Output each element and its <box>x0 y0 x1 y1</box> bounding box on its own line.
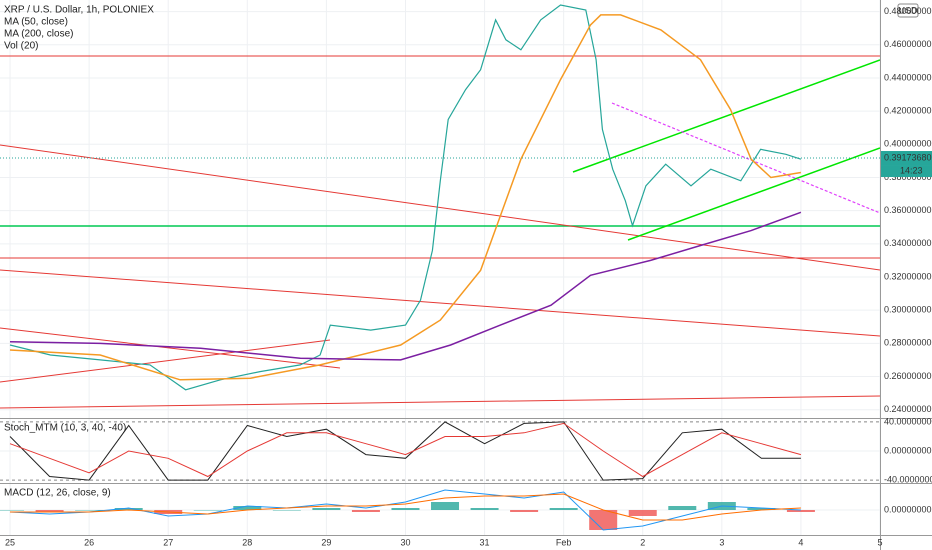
histogram-bar <box>312 508 341 510</box>
y-tick-label: 0.34000000 <box>884 238 932 248</box>
trend-line <box>0 327 341 369</box>
histogram-bar <box>193 510 222 511</box>
y-tick-label: 0.30000000 <box>884 305 932 315</box>
trend-line <box>0 144 880 271</box>
drawings <box>0 55 880 409</box>
y-tick-label: 0.24000000 <box>884 404 932 414</box>
chart-title: XRP / U.S. Dollar, 1h, POLONIEX <box>4 5 154 16</box>
y-tick-label: 0.42000000 <box>884 106 932 116</box>
y-tick-label: 0.00000000 <box>884 445 932 455</box>
y-tick-label: 40.00000000 <box>884 416 932 426</box>
trend-line <box>0 269 880 337</box>
x-tick-label: 2 <box>640 537 645 547</box>
x-tick-label: 26 <box>84 537 94 547</box>
y-tick-label: 0.44000000 <box>884 72 932 82</box>
y-tick-label: 0.46000000 <box>884 39 932 49</box>
last-price-box <box>881 151 932 166</box>
histogram-bar <box>0 510 25 511</box>
currency[interactable]: USD <box>898 5 918 15</box>
y-tick-label: 0.40000000 <box>884 139 932 149</box>
currency-box[interactable] <box>897 3 919 18</box>
y-tick-label: 0.32000000 <box>884 271 932 281</box>
trend-line <box>611 102 880 214</box>
trend-line <box>0 339 331 383</box>
histogram-bar <box>391 508 420 510</box>
x-tick-label: 4 <box>798 537 803 547</box>
legend-entry: MA (200, close) <box>4 29 73 40</box>
histogram-bar <box>35 510 64 512</box>
channel-line <box>627 147 880 241</box>
series <box>9 421 801 481</box>
histogram-bar <box>351 510 380 512</box>
channel-line <box>572 59 880 173</box>
x-tick-label: 31 <box>480 537 490 547</box>
histogram-bar <box>272 510 301 511</box>
x-tick-label: 27 <box>163 537 173 547</box>
x-tick-label: 3 <box>719 537 724 547</box>
countdown: 14:23 <box>900 165 923 175</box>
histogram-bar <box>470 508 499 510</box>
series <box>10 493 801 521</box>
histogram-bar <box>431 502 460 510</box>
y-tick-label: 0.48000000 <box>884 6 932 16</box>
series <box>9 422 802 478</box>
histogram-bar <box>589 510 618 530</box>
line <box>9 211 802 361</box>
legend-entry: MA (50, close) <box>4 17 68 28</box>
histogram-bar <box>549 508 578 510</box>
countdown-box <box>881 165 932 178</box>
series <box>9 211 802 361</box>
trend-line <box>0 395 880 409</box>
histogram-bar <box>628 510 657 516</box>
series <box>9 4 802 391</box>
marks <box>0 4 815 531</box>
panel-title: MACD (12, 26, close, 9) <box>4 488 111 499</box>
line <box>9 422 802 478</box>
y-tick-label: 0.28000000 <box>884 338 932 348</box>
histogram-bar <box>233 506 262 510</box>
y-tick-label: 0.26000000 <box>884 371 932 381</box>
histogram-bar <box>747 508 776 510</box>
histogram-bar <box>114 508 143 510</box>
histogram-bar <box>668 506 697 510</box>
histogram-bar <box>510 510 539 512</box>
x-tick-label: 28 <box>242 537 252 547</box>
line <box>9 421 801 481</box>
y-tick-label: -40.00000000 <box>884 474 932 484</box>
y-tick-label: 0.00000000 <box>884 504 932 514</box>
series <box>9 14 802 381</box>
line <box>9 4 802 391</box>
panel-title: Stoch_MTM (10, 3, 40, -40) <box>4 423 126 434</box>
y-tick-label: 0.36000000 <box>884 205 932 215</box>
histogram-bar <box>75 510 104 511</box>
x-tick-label: 30 <box>400 537 410 547</box>
x-tick-label: Feb <box>556 537 572 547</box>
last-price-label: 0.39173680 <box>884 152 932 162</box>
x-tick-label: 5 <box>877 537 882 547</box>
legend-entry: Vol (20) <box>4 41 38 52</box>
x-tick-label: 25 <box>5 537 15 547</box>
x-tick-label: 29 <box>321 537 331 547</box>
line <box>9 14 802 381</box>
line <box>10 493 801 521</box>
histogram-bar <box>786 510 815 512</box>
